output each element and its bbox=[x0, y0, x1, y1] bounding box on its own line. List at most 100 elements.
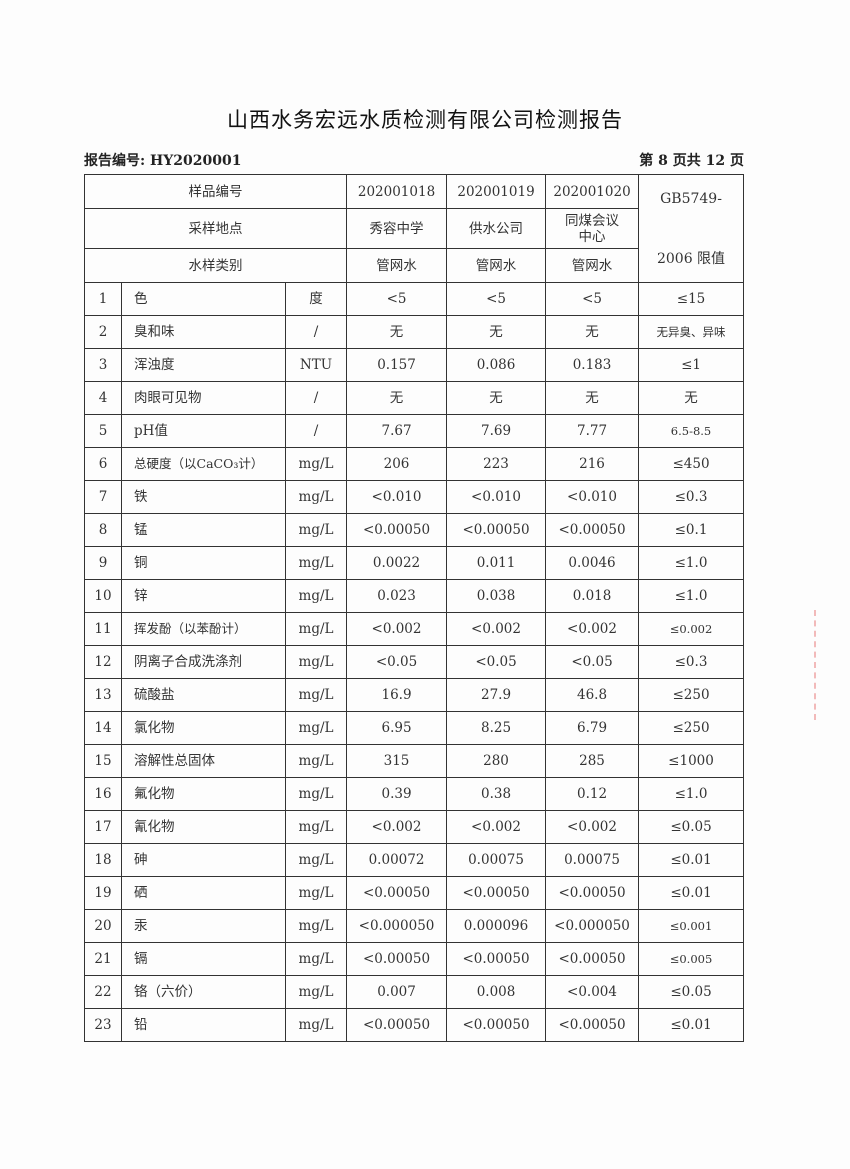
item-name: 氰化物 bbox=[121, 810, 286, 844]
value: <0.00050 bbox=[446, 942, 547, 976]
value: <0.002 bbox=[446, 810, 547, 844]
value: <0.05 bbox=[346, 645, 448, 679]
value: 0.183 bbox=[545, 348, 640, 382]
unit: mg/L bbox=[284, 777, 348, 811]
unit: / bbox=[284, 381, 348, 415]
results-table: 样品编号 202001018 202001019 202001020 GB574… bbox=[83, 174, 745, 1042]
row-number: 19 bbox=[84, 876, 122, 910]
table-row: 6 总硬度（以CaCO₃计） mg/L 206 223 216 ≤450 bbox=[84, 447, 745, 481]
limit: ≤1.0 bbox=[638, 777, 745, 811]
table-row: 20 汞 mg/L <0.000050 0.000096 <0.000050 ≤0.001 bbox=[84, 909, 745, 943]
table-row: 22 铬（六价） mg/L 0.007 0.008 <0.004 ≤0.05 bbox=[84, 975, 745, 1009]
row-number: 13 bbox=[84, 678, 122, 712]
item-name: 镉 bbox=[121, 942, 286, 976]
value: 无 bbox=[446, 315, 547, 349]
seal-mark bbox=[814, 610, 836, 720]
table-row: 8 锰 mg/L <0.00050 <0.00050 <0.00050 ≤0.1 bbox=[84, 513, 745, 547]
standard-line2: 2006 限值 bbox=[656, 250, 726, 267]
row-number: 12 bbox=[84, 645, 122, 679]
value: <0.00050 bbox=[545, 513, 640, 547]
unit: mg/L bbox=[284, 447, 348, 481]
row-number: 1 bbox=[84, 282, 122, 316]
value: 0.39 bbox=[346, 777, 448, 811]
report-number: 报告编号: HY2020001 bbox=[84, 153, 242, 169]
value: 0.086 bbox=[446, 348, 547, 382]
table-row: 19 硒 mg/L <0.00050 <0.00050 <0.00050 ≤0.01 bbox=[84, 876, 745, 910]
unit: mg/L bbox=[284, 513, 348, 547]
row-number: 17 bbox=[84, 810, 122, 844]
item-name: 溶解性总固体 bbox=[121, 744, 286, 778]
value: <5 bbox=[446, 282, 547, 316]
unit: mg/L bbox=[284, 876, 348, 910]
sample-id: 202001020 bbox=[545, 174, 640, 209]
limit: ≤0.3 bbox=[638, 645, 745, 679]
unit: mg/L bbox=[284, 909, 348, 943]
table-row: 16 氟化物 mg/L 0.39 0.38 0.12 ≤1.0 bbox=[84, 777, 745, 811]
limit: ≤1 bbox=[638, 348, 745, 382]
table-row: 15 溶解性总固体 mg/L 315 280 285 ≤1000 bbox=[84, 744, 745, 778]
item-name: 臭和味 bbox=[121, 315, 286, 349]
item-name: 氟化物 bbox=[121, 777, 286, 811]
value: 0.00072 bbox=[346, 843, 448, 877]
limit: ≤0.001 bbox=[638, 909, 745, 943]
standard-line1: GB5749- bbox=[660, 190, 722, 207]
value: 6.95 bbox=[346, 711, 448, 745]
value: 280 bbox=[446, 744, 547, 778]
value: 0.00075 bbox=[545, 843, 640, 877]
unit: mg/L bbox=[284, 711, 348, 745]
limit: ≤1.0 bbox=[638, 579, 745, 613]
value: 7.69 bbox=[446, 414, 547, 448]
row-number: 2 bbox=[84, 315, 122, 349]
row-number: 3 bbox=[84, 348, 122, 382]
item-name: 总硬度（以CaCO₃计） bbox=[121, 447, 286, 481]
sample-type: 管网水 bbox=[446, 248, 547, 283]
row-number: 16 bbox=[84, 777, 122, 811]
value: 0.157 bbox=[346, 348, 448, 382]
unit: / bbox=[284, 315, 348, 349]
value: 16.9 bbox=[346, 678, 448, 712]
value: <0.00050 bbox=[545, 1008, 640, 1042]
value: 206 bbox=[346, 447, 448, 481]
limit: ≤0.005 bbox=[638, 942, 745, 976]
item-name: 铅 bbox=[121, 1008, 286, 1042]
table-row: 1 色度 <5 <5 <5 ≤15 bbox=[84, 282, 745, 316]
value: <0.00050 bbox=[446, 876, 547, 910]
unit: 度 bbox=[284, 282, 348, 316]
value: <0.00050 bbox=[446, 513, 547, 547]
limit: ≤0.01 bbox=[638, 843, 745, 877]
unit: mg/L bbox=[284, 579, 348, 613]
unit: NTU bbox=[284, 348, 348, 382]
unit: mg/L bbox=[284, 612, 348, 646]
sample-id: 202001018 bbox=[346, 174, 448, 209]
row-number: 23 bbox=[84, 1008, 122, 1042]
value: 0.011 bbox=[446, 546, 547, 580]
value: <0.010 bbox=[446, 480, 547, 514]
item-name: 阴离子合成洗涤剂 bbox=[121, 645, 286, 679]
value: 0.38 bbox=[446, 777, 547, 811]
value: <0.010 bbox=[545, 480, 640, 514]
value: <0.00050 bbox=[545, 876, 640, 910]
limit: ≤0.3 bbox=[638, 480, 745, 514]
row-number: 20 bbox=[84, 909, 122, 943]
value: <0.002 bbox=[346, 612, 448, 646]
value: 216 bbox=[545, 447, 640, 481]
location-row: 采样地点 秀容中学 供水公司 同煤会议中心 bbox=[83, 208, 744, 249]
value: 0.00075 bbox=[446, 843, 547, 877]
value: <0.002 bbox=[346, 810, 448, 844]
row-number: 15 bbox=[84, 744, 122, 778]
row-number: 21 bbox=[84, 942, 122, 976]
unit: mg/L bbox=[284, 744, 348, 778]
sample-location: 秀容中学 bbox=[346, 208, 448, 249]
sample-type: 管网水 bbox=[346, 248, 448, 283]
type-label: 水样类别 bbox=[83, 248, 348, 283]
limit: ≤0.05 bbox=[638, 810, 745, 844]
value: 46.8 bbox=[545, 678, 640, 712]
value: 0.023 bbox=[346, 579, 448, 613]
unit: mg/L bbox=[284, 942, 348, 976]
limit: 无 bbox=[638, 381, 745, 415]
value: 无 bbox=[545, 381, 640, 415]
value: 223 bbox=[446, 447, 547, 481]
value: <0.00050 bbox=[545, 942, 640, 976]
value: 0.12 bbox=[545, 777, 640, 811]
